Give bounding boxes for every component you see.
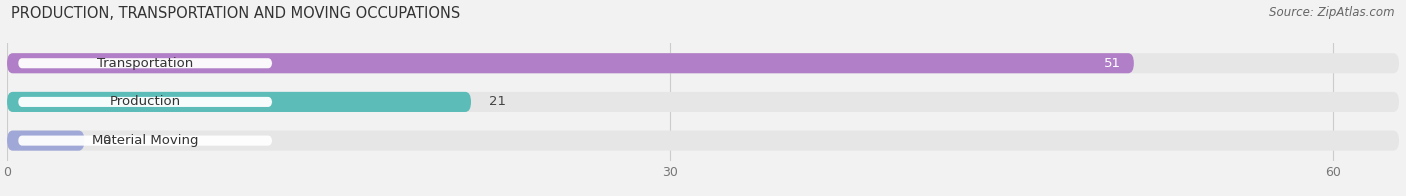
Text: Material Moving: Material Moving: [91, 134, 198, 147]
Text: PRODUCTION, TRANSPORTATION AND MOVING OCCUPATIONS: PRODUCTION, TRANSPORTATION AND MOVING OC…: [11, 6, 461, 21]
Text: Source: ZipAtlas.com: Source: ZipAtlas.com: [1270, 6, 1395, 19]
FancyBboxPatch shape: [18, 97, 273, 107]
Text: Production: Production: [110, 95, 181, 108]
Text: 0: 0: [103, 134, 111, 147]
Text: 21: 21: [489, 95, 506, 108]
FancyBboxPatch shape: [18, 58, 273, 68]
FancyBboxPatch shape: [7, 92, 1399, 112]
FancyBboxPatch shape: [7, 92, 471, 112]
Text: Transportation: Transportation: [97, 57, 193, 70]
FancyBboxPatch shape: [7, 53, 1399, 73]
Text: 51: 51: [1104, 57, 1121, 70]
FancyBboxPatch shape: [18, 136, 273, 146]
FancyBboxPatch shape: [7, 131, 84, 151]
FancyBboxPatch shape: [7, 53, 1133, 73]
FancyBboxPatch shape: [7, 131, 1399, 151]
